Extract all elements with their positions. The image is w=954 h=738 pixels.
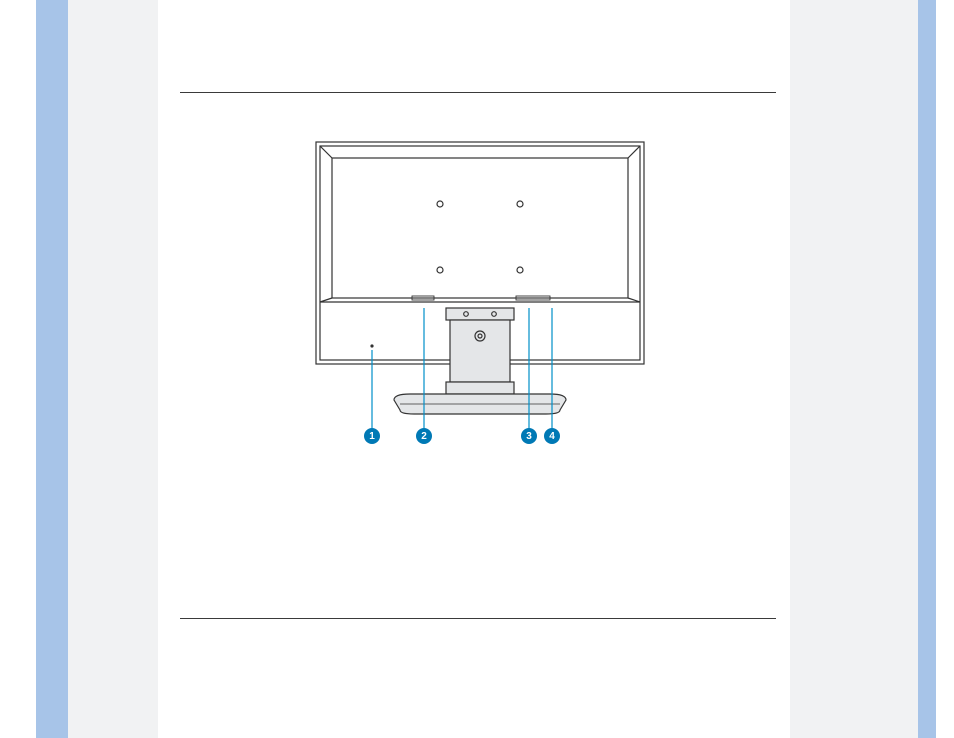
monitor-rear-view-diagram: 1 2 34 [304, 138, 656, 448]
manual-page: 1 2 34 [0, 0, 954, 738]
callout-badge-1: 1 [364, 428, 380, 444]
section-divider-top [180, 92, 776, 93]
section-divider-bottom [180, 618, 776, 619]
callout-badge-4: 4 [544, 428, 560, 444]
left-accent-stripe [36, 0, 68, 738]
callout-badge-3: 3 [521, 428, 537, 444]
right-margin-panel [790, 0, 918, 738]
callout-badge-2: 2 [416, 428, 432, 444]
right-accent-stripe [918, 0, 936, 738]
left-margin-panel [68, 0, 158, 738]
